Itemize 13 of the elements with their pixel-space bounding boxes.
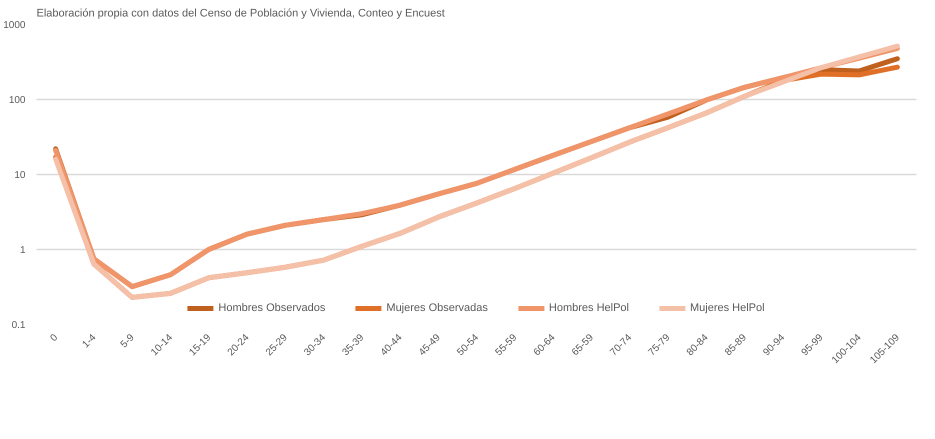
y-tick-label: 10 — [14, 170, 26, 181]
y-tick-label: 1000 — [3, 20, 26, 31]
legend-label: Hombres HelPol — [548, 302, 629, 314]
legend-label: Mujeres HelPol — [690, 302, 765, 314]
x-tick-label: 5-9 — [118, 332, 138, 350]
y-tick-label: 0.1 — [12, 320, 26, 331]
y-tick-label: 100 — [8, 95, 26, 106]
y-tick-label: 1 — [20, 245, 26, 256]
legend-label: Mujeres Observadas — [386, 302, 488, 314]
x-tick-label: 0 — [48, 332, 61, 344]
x-tick-label: 1-4 — [80, 332, 99, 350]
chart-title: Elaboración propia con datos del Censo de Población y Vivienda, Conteo y Encuest — [36, 8, 445, 20]
legend-label: Hombres Observados — [218, 302, 326, 314]
